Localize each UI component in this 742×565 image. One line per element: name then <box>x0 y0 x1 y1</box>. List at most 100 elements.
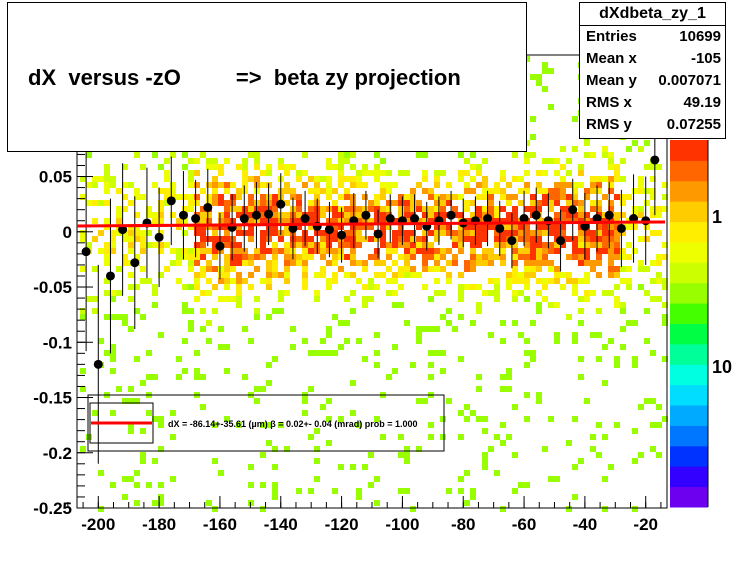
heatmap-cell <box>320 350 326 356</box>
heatmap-cell <box>656 296 662 302</box>
heatmap-cell <box>524 338 530 344</box>
heatmap-cell <box>542 242 548 248</box>
heatmap-cell <box>356 236 362 242</box>
heatmap-cell <box>206 248 212 254</box>
heatmap-cell <box>542 68 548 74</box>
heatmap-cell <box>422 248 428 254</box>
heatmap-cell <box>158 500 164 506</box>
heatmap-cell <box>506 368 512 374</box>
heatmap-cell <box>110 356 116 362</box>
heatmap-cell <box>416 224 422 230</box>
heatmap-cell <box>362 296 368 302</box>
heatmap-cell <box>524 482 530 488</box>
heatmap-cell <box>578 254 584 260</box>
heatmap-cell <box>518 176 524 182</box>
heatmap-cell <box>320 254 326 260</box>
heatmap-cell <box>482 428 488 434</box>
heatmap-cell <box>170 434 176 440</box>
heatmap-cell <box>482 224 488 230</box>
heatmap-cell <box>476 284 482 290</box>
heatmap-cell <box>656 230 662 236</box>
heatmap-cell <box>206 194 212 200</box>
heatmap-cell <box>530 272 536 278</box>
heatmap-cell <box>164 170 170 176</box>
heatmap-cell <box>296 260 302 266</box>
heatmap-cell <box>296 212 302 218</box>
heatmap-cell <box>332 188 338 194</box>
heatmap-cell <box>476 170 482 176</box>
heatmap-cell <box>212 158 218 164</box>
heatmap-cell <box>542 170 548 176</box>
palette-swatch <box>670 486 708 508</box>
profile-point <box>483 214 493 224</box>
heatmap-cell <box>512 206 518 212</box>
heatmap-cell <box>584 398 590 404</box>
heatmap-cell <box>650 230 656 236</box>
heatmap-cell <box>110 296 116 302</box>
heatmap-cell <box>272 446 278 452</box>
heatmap-cell <box>572 212 578 218</box>
heatmap-cell <box>242 164 248 170</box>
heatmap-cell <box>350 224 356 230</box>
heatmap-cell <box>512 290 518 296</box>
heatmap-cell <box>152 182 158 188</box>
heatmap-cell <box>608 200 614 206</box>
heatmap-cell <box>356 230 362 236</box>
heatmap-cell <box>524 284 530 290</box>
heatmap-cell <box>434 176 440 182</box>
heatmap-cell <box>302 338 308 344</box>
heatmap-cell <box>650 422 656 428</box>
heatmap-cell <box>578 218 584 224</box>
heatmap-cell <box>194 254 200 260</box>
heatmap-cell <box>578 200 584 206</box>
heatmap-cell <box>620 200 626 206</box>
heatmap-cell <box>434 194 440 200</box>
heatmap-cell <box>338 242 344 248</box>
heatmap-cell <box>362 194 368 200</box>
heatmap-cell <box>368 296 374 302</box>
heatmap-cell <box>290 188 296 194</box>
heatmap-cell <box>518 200 524 206</box>
heatmap-cell <box>254 266 260 272</box>
heatmap-cell <box>260 230 266 236</box>
heatmap-cell <box>404 320 410 326</box>
heatmap-cell <box>554 212 560 218</box>
heatmap-cell <box>194 272 200 278</box>
profile-point <box>361 210 371 220</box>
heatmap-cell <box>302 278 308 284</box>
heatmap-cell <box>632 458 638 464</box>
heatmap-cell <box>296 170 302 176</box>
heatmap-cell <box>224 236 230 242</box>
heatmap-cell <box>344 230 350 236</box>
heatmap-cell <box>500 248 506 254</box>
profile-point <box>93 359 103 369</box>
heatmap-cell <box>620 302 626 308</box>
heatmap-cell <box>614 362 620 368</box>
heatmap-cell <box>452 206 458 212</box>
palette-swatch <box>670 201 708 223</box>
heatmap-cell <box>182 368 188 374</box>
heatmap-cell <box>146 410 152 416</box>
heatmap-cell <box>338 464 344 470</box>
heatmap-cell <box>332 164 338 170</box>
profile-point <box>264 209 274 219</box>
heatmap-cell <box>440 230 446 236</box>
heatmap-cell <box>80 176 86 182</box>
heatmap-cell <box>110 350 116 356</box>
heatmap-cell <box>440 170 446 176</box>
heatmap-cell <box>338 224 344 230</box>
heatmap-cell <box>380 218 386 224</box>
palette-swatch <box>670 343 708 365</box>
heatmap-cell <box>422 242 428 248</box>
heatmap-cell <box>338 194 344 200</box>
heatmap-cell <box>332 224 338 230</box>
heatmap-cell <box>338 254 344 260</box>
heatmap-cell <box>110 290 116 296</box>
palette-swatch <box>670 445 708 467</box>
heatmap-cell <box>614 224 620 230</box>
heatmap-cell <box>278 248 284 254</box>
heatmap-cell <box>458 152 464 158</box>
heatmap-cell <box>182 218 188 224</box>
heatmap-cell <box>344 272 350 278</box>
heatmap-cell <box>134 470 140 476</box>
